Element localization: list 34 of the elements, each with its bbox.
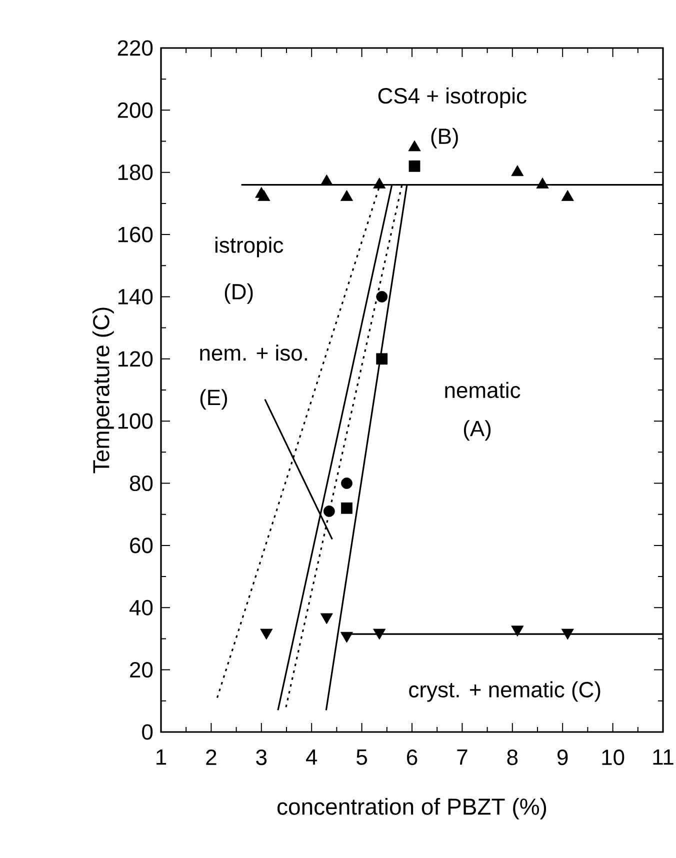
x-tick-label: 9 bbox=[558, 750, 568, 766]
y-tick-label: 20 bbox=[130, 662, 153, 678]
y-tick-label: 200 bbox=[118, 102, 153, 118]
annotation: (D) bbox=[224, 283, 253, 304]
annotation: istropic bbox=[215, 236, 284, 258]
y-tick-label: 0 bbox=[142, 724, 153, 740]
y-tick-label: 60 bbox=[130, 538, 153, 554]
x-tick-label: 2 bbox=[206, 750, 216, 765]
annotation: nematic bbox=[445, 382, 520, 398]
y-tick-label: 160 bbox=[118, 226, 153, 242]
y-tick-label: 120 bbox=[118, 351, 153, 367]
annotation: (E) bbox=[200, 389, 228, 410]
annotation: (A) bbox=[464, 420, 491, 441]
annotation: nem. + iso. bbox=[200, 344, 307, 361]
annotation: (B) bbox=[431, 128, 458, 148]
x-tick-label: 3 bbox=[256, 750, 267, 766]
x-tick-label: 10 bbox=[602, 750, 624, 766]
x-tick-label: 8 bbox=[507, 750, 518, 766]
y-tick-label: 220 bbox=[118, 40, 153, 56]
x-axis-title: concentration of PBZT (%) bbox=[277, 798, 546, 820]
y-tick-label: 140 bbox=[118, 288, 153, 305]
x-tick-label: 7 bbox=[457, 750, 468, 765]
x-tick-label: 6 bbox=[406, 750, 418, 766]
annotation: CS4 + isotropic bbox=[378, 87, 526, 108]
annotation: cryst. + nematic (C) bbox=[409, 681, 600, 702]
y-tick-label: 80 bbox=[130, 475, 153, 492]
x-tick-label: 11 bbox=[653, 750, 674, 765]
x-tick-label: 4 bbox=[306, 750, 318, 765]
y-tick-label: 100 bbox=[118, 413, 153, 429]
x-tick-label: 1 bbox=[156, 750, 166, 765]
y-tick-label: 40 bbox=[129, 600, 153, 616]
x-tick-label: 5 bbox=[356, 750, 367, 765]
y-tick-label: 180 bbox=[118, 164, 153, 180]
y-axis-title: Temperature (C) bbox=[92, 308, 114, 474]
